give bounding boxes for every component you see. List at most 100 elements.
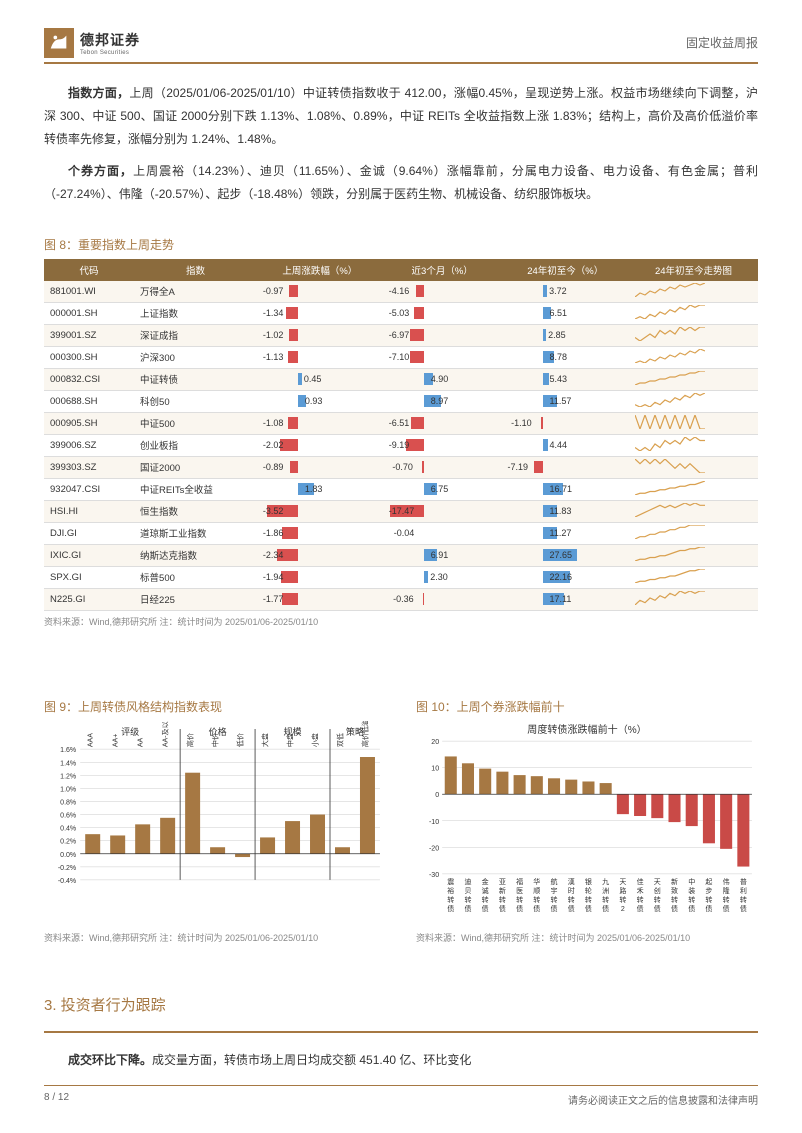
svg-text:周度转债涨跌幅前十（%）: 周度转债涨跌幅前十（%） (527, 723, 646, 736)
svg-text:债: 债 (740, 904, 747, 913)
svg-text:转: 转 (516, 895, 523, 904)
logo-text-en: Tebon Securities (80, 50, 140, 56)
table-row: 000832.CSI中证转债0.454.905.43 (44, 368, 758, 390)
svg-text:医: 医 (516, 887, 523, 895)
svg-text:金: 金 (482, 877, 489, 886)
paragraph-2: 个券方面，上周震裕（14.23%）、迪贝（11.65%）、金诚（9.64%）涨幅… (44, 160, 758, 206)
svg-text:债: 债 (602, 904, 609, 913)
fig9-chart: -0.4%-0.2%0.0%0.2%0.4%0.6%0.8%1.0%1.2%1.… (44, 721, 386, 927)
svg-text:佳: 佳 (637, 877, 644, 886)
svg-text:天: 天 (654, 878, 661, 886)
svg-text:诚: 诚 (482, 886, 489, 895)
section3-para: 成交环比下降。成交量方面，转债市场上周日均成交额 451.40 亿、环比变化 (44, 1049, 758, 1072)
table-row: 000905.SH中证500-1.08-6.51-1.10 (44, 412, 758, 434)
svg-text:转: 转 (551, 895, 558, 904)
fig8-source: 资料来源：Wind,德邦研究所 注：统计时间为 2025/01/06-2025/… (44, 615, 758, 628)
table-row: DJI.GI道琼斯工业指数-1.86-0.0411.27 (44, 522, 758, 544)
svg-text:债: 债 (671, 904, 678, 913)
table-row: 399303.SZ国证2000-0.89-0.70-7.19 (44, 456, 758, 478)
svg-text:0.2%: 0.2% (60, 839, 76, 846)
svg-text:起: 起 (705, 878, 712, 886)
svg-text:转: 转 (499, 895, 506, 904)
page-number: 8 / 12 (44, 1092, 69, 1107)
svg-text:债: 债 (568, 904, 575, 913)
svg-text:0.4%: 0.4% (60, 826, 76, 833)
svg-text:福: 福 (516, 877, 523, 886)
table-row: IXIC.GI纳斯达克指数-2.346.9127.65 (44, 544, 758, 566)
svg-text:评级: 评级 (121, 726, 139, 737)
logo-block: 德邦证券 Tebon Securities (44, 28, 140, 58)
svg-text:转: 转 (740, 895, 747, 904)
svg-text:策略: 策略 (346, 726, 364, 737)
svg-text:大盘: 大盘 (261, 733, 270, 747)
section3-heading: 3. 投资者行为跟踪 (44, 994, 758, 1015)
svg-text:银: 银 (585, 877, 592, 886)
svg-text:转: 转 (482, 895, 489, 904)
svg-text:九: 九 (602, 877, 609, 886)
document-type: 固定收益周报 (686, 34, 758, 51)
svg-text:路: 路 (619, 886, 626, 895)
table-row: SPX.GI标普500-1.942.3022.16 (44, 566, 758, 588)
disclaimer: 请务必阅读正文之后的信息披露和法律声明 (568, 1092, 758, 1107)
table-header: 24年初至今（%） (502, 259, 629, 281)
svg-text:0: 0 (435, 792, 439, 799)
svg-text:-30: -30 (429, 872, 439, 879)
svg-text:转: 转 (447, 895, 454, 904)
svg-text:-0.4%: -0.4% (58, 878, 76, 885)
svg-text:20: 20 (431, 739, 439, 746)
svg-text:普: 普 (740, 877, 747, 886)
svg-text:债: 债 (654, 904, 661, 913)
svg-text:宇: 宇 (551, 886, 558, 895)
svg-text:0.8%: 0.8% (60, 799, 76, 806)
svg-text:漢: 漢 (568, 877, 575, 886)
svg-text:顺: 顺 (533, 887, 540, 895)
svg-text:创: 创 (654, 886, 661, 895)
svg-text:1.6%: 1.6% (60, 747, 76, 754)
table-row: 000001.SH上证指数-1.34-5.036.51 (44, 302, 758, 324)
paragraph-1: 指数方面，上周（2025/01/06-2025/01/10）中证转债指数收于 4… (44, 82, 758, 150)
fig10-title: 图 10：上周个券涨跌幅前十 (416, 698, 758, 715)
section3-rule (44, 1031, 758, 1033)
svg-text:中: 中 (688, 877, 695, 886)
table-header: 上周涨跌幅（%） (257, 259, 383, 281)
svg-text:亚: 亚 (499, 878, 506, 886)
svg-text:债: 债 (585, 904, 592, 913)
table-row: 399001.SZ深证成指-1.02-6.972.85 (44, 324, 758, 346)
svg-text:AAA: AAA (88, 733, 95, 747)
svg-text:迪: 迪 (464, 877, 471, 886)
table-header: 近3个月（%） (383, 259, 502, 281)
svg-text:低价: 低价 (236, 733, 245, 747)
svg-text:伟: 伟 (723, 877, 730, 886)
svg-text:步: 步 (705, 887, 712, 895)
svg-text:1.2%: 1.2% (60, 773, 76, 780)
svg-text:转: 转 (688, 895, 695, 904)
svg-text:债: 债 (705, 904, 712, 913)
svg-text:震: 震 (447, 878, 454, 886)
svg-text:2: 2 (621, 906, 625, 913)
svg-text:装: 装 (688, 886, 695, 895)
svg-text:转: 转 (705, 895, 712, 904)
svg-text:1.4%: 1.4% (60, 760, 76, 767)
svg-text:债: 债 (533, 904, 540, 913)
svg-text:致: 致 (671, 886, 678, 895)
svg-text:转: 转 (637, 895, 644, 904)
svg-text:禾: 禾 (637, 887, 644, 895)
svg-text:轮: 轮 (585, 886, 592, 895)
svg-text:转: 转 (464, 895, 471, 904)
table-row: 399006.SZ创业板指-2.02-9.194.44 (44, 434, 758, 456)
svg-text:转: 转 (619, 895, 626, 904)
svg-text:债: 债 (516, 904, 523, 913)
svg-text:裕: 裕 (447, 886, 454, 895)
fig9-source: 资料来源：Wind,德邦研究所 注：统计时间为 2025/01/06-2025/… (44, 931, 386, 944)
svg-text:高价: 高价 (186, 733, 195, 747)
fig9-title: 图 9：上周转债风格结构指数表现 (44, 698, 386, 715)
svg-text:时: 时 (568, 886, 575, 895)
logo-text-cn: 德邦证券 (80, 30, 140, 50)
fig10-source: 资料来源：Wind,德邦研究所 注：统计时间为 2025/01/06-2025/… (416, 931, 758, 944)
svg-text:转: 转 (602, 895, 609, 904)
svg-text:AA: AA (138, 737, 145, 747)
svg-text:小盘: 小盘 (311, 733, 320, 747)
svg-text:中价: 中价 (211, 733, 220, 747)
fig8-title: 图 8：重要指数上周走势 (44, 236, 758, 253)
svg-text:-20: -20 (429, 845, 439, 852)
